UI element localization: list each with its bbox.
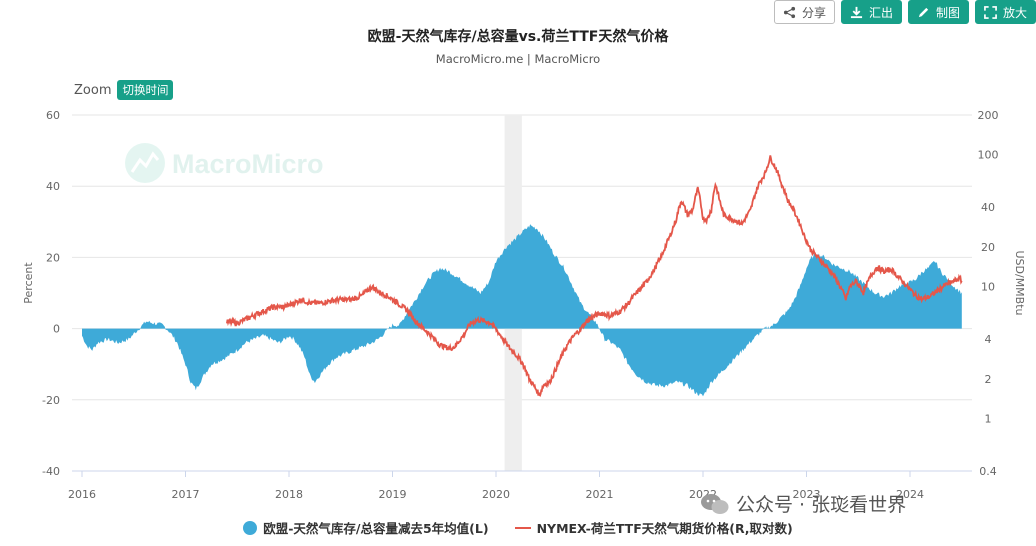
export-label: 汇出 [868,5,893,20]
zoom-label: Zoom [74,82,112,98]
download-icon [850,6,863,18]
left-axis-title: Percent [22,262,35,304]
right-tick-label: 2 [985,373,992,386]
x-tick-label: 2021 [586,488,614,501]
right-tick-label: 200 [978,109,999,122]
footer-watermark: 公众号 · 张珳看世界 [700,490,906,517]
right-tick-label: 100 [978,149,999,162]
expand-icon [984,5,997,19]
export-button[interactable]: 汇出 [840,0,902,24]
right-axis-title: USD/MMBtu [1013,250,1026,315]
chart-subtitle: MacroMicro.me | MacroMicro [435,52,601,66]
legend-inventory-label: 欧盟-天然气库存/总容量减去5年均值(L) [263,521,489,536]
pencil-icon [918,7,929,17]
legend-item-inventory[interactable]: 欧盟-天然气库存/总容量减去5年均值(L) [243,518,489,537]
right-tick-label: 10 [981,281,995,294]
left-tick-label: 40 [46,180,60,193]
x-tick-label: 2024 [896,488,924,501]
inventory-area-series [82,224,962,397]
zoom-control: Zoom 切换时间 [74,80,174,100]
left-tick-label: 0 [53,323,60,336]
x-tick-label: 2016 [68,488,96,501]
left-tick-label: 20 [46,251,60,264]
expand-label: 放大 [1002,5,1027,20]
legend-item-ttf[interactable]: NYMEX-荷兰TTF天然气期货价格(R,取对数) [514,518,793,537]
right-tick-label: 4 [985,333,992,346]
share-icon [783,6,796,18]
right-tick-label: 1 [985,413,992,426]
share-label: 分享 [801,5,826,20]
expand-button[interactable]: 放大 [974,0,1036,24]
ttf-price-line-series [226,155,963,397]
draw-button[interactable]: 制图 [907,0,969,24]
x-tick-label: 2023 [793,488,821,501]
left-tick-label: -40 [42,465,60,478]
brand-watermark: MacroMicro [125,143,324,183]
right-tick-label: 20 [981,241,995,254]
chart-title: 欧盟-天然气库存/总容量vs.荷兰TTF天然气价格 [367,29,669,45]
legend-area-marker [243,520,258,535]
draw-label: 制图 [935,5,960,20]
legend-ttf-label: NYMEX-荷兰TTF天然气期货价格(R,取对数) [536,521,793,536]
share-button[interactable]: 分享 [773,0,835,24]
left-tick-label: 60 [46,109,60,122]
brand-watermark-text: MacroMicro [172,149,324,179]
left-tick-label: -20 [42,394,60,407]
right-tick-label: 40 [981,201,995,214]
legend-line-marker [514,526,531,529]
x-tick-label: 2017 [172,488,200,501]
x-tick-label: 2019 [379,488,407,501]
right-tick-label: 0.4 [979,465,997,478]
toolbar: 分享 汇出 制图 放大 [773,0,1036,24]
zoom-toggle-button[interactable]: 切换时间 [117,80,174,100]
wechat-icon [701,493,729,514]
x-tick-label: 2020 [482,488,510,501]
legend: 欧盟-天然气库存/总容量减去5年均值(L) NYMEX-荷兰TTF天然气期货价格… [0,518,1036,537]
x-tick-label: 2018 [275,488,303,501]
footer-watermark-text: 公众号 · 张珳看世界 [736,494,907,516]
